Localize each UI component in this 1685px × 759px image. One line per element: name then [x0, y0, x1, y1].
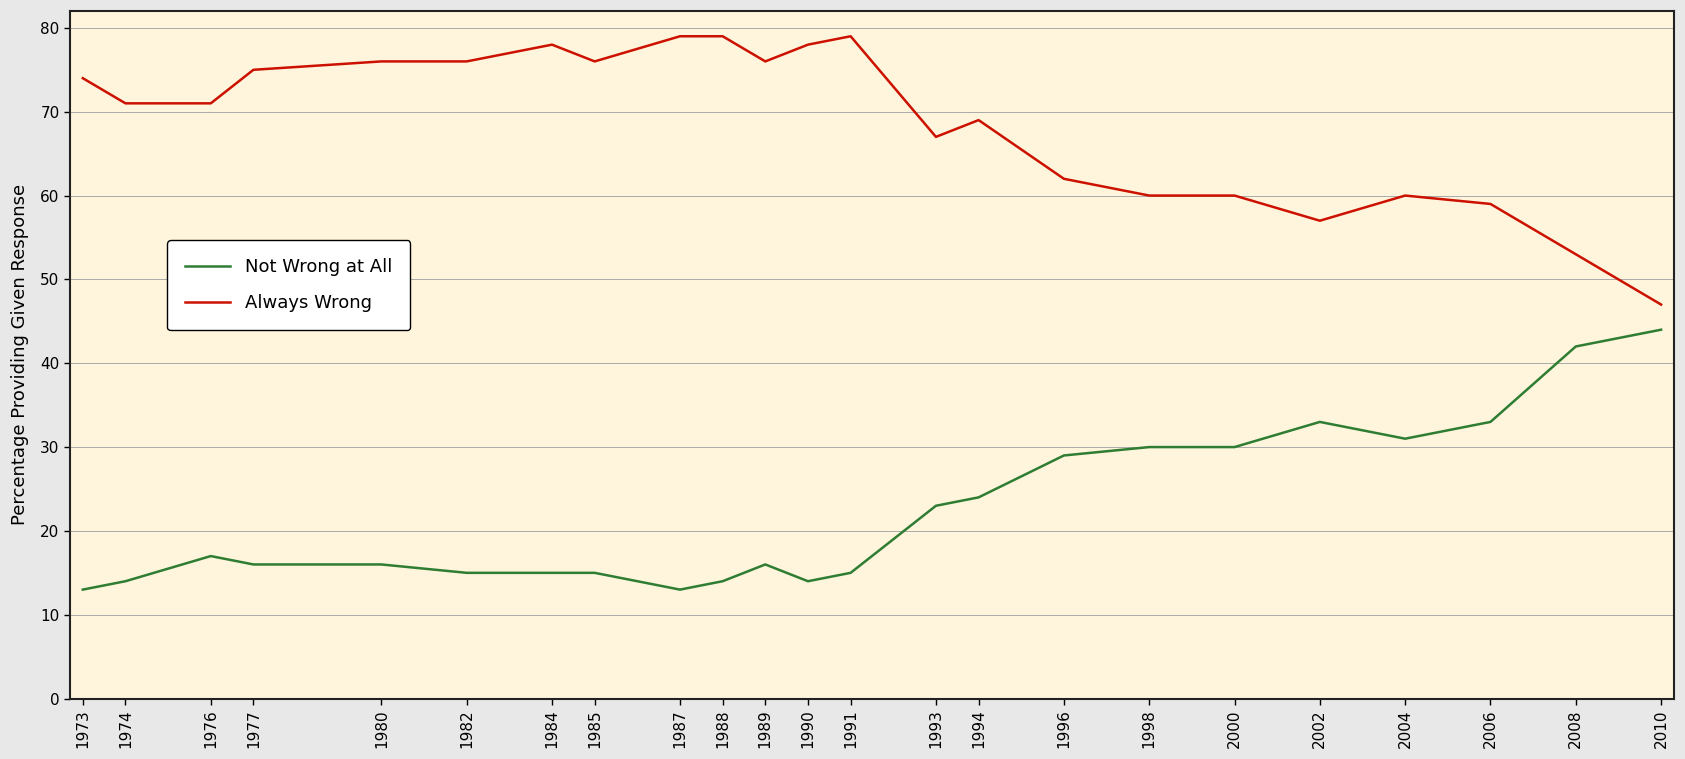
- Not Wrong at All: [1651, 325, 1672, 334]
- Always Wrong: [713, 32, 733, 41]
- Not Wrong at All: [713, 577, 733, 586]
- Not Wrong at All: [371, 560, 391, 569]
- Not Wrong at All: [1565, 342, 1586, 351]
- Not Wrong at All: [925, 501, 945, 510]
- Not Wrong at All: [115, 577, 135, 586]
- Always Wrong: [799, 40, 819, 49]
- Always Wrong: [1651, 300, 1672, 309]
- Not Wrong at All: [671, 585, 691, 594]
- Always Wrong: [371, 57, 391, 66]
- Not Wrong at All: [1309, 417, 1329, 427]
- Not Wrong at All: [799, 577, 819, 586]
- Not Wrong at All: [969, 493, 989, 502]
- Always Wrong: [1053, 175, 1073, 184]
- Always Wrong: [755, 57, 775, 66]
- Not Wrong at All: [755, 560, 775, 569]
- Always Wrong: [671, 32, 691, 41]
- Not Wrong at All: [585, 568, 605, 578]
- Always Wrong: [1565, 250, 1586, 259]
- Legend: Not Wrong at All, Always Wrong: Not Wrong at All, Always Wrong: [167, 240, 411, 330]
- Y-axis label: Percentage Providing Given Response: Percentage Providing Given Response: [12, 184, 29, 525]
- Always Wrong: [1395, 191, 1415, 200]
- Not Wrong at All: [841, 568, 861, 578]
- Always Wrong: [243, 65, 263, 74]
- Always Wrong: [457, 57, 477, 66]
- Always Wrong: [1225, 191, 1245, 200]
- Not Wrong at All: [72, 585, 93, 594]
- Not Wrong at All: [543, 568, 563, 578]
- Line: Always Wrong: Always Wrong: [83, 36, 1661, 304]
- Always Wrong: [201, 99, 221, 108]
- Always Wrong: [969, 115, 989, 124]
- Not Wrong at All: [1139, 442, 1159, 452]
- Always Wrong: [841, 32, 861, 41]
- Always Wrong: [1139, 191, 1159, 200]
- Always Wrong: [543, 40, 563, 49]
- Not Wrong at All: [201, 552, 221, 561]
- Always Wrong: [1481, 200, 1501, 209]
- Not Wrong at All: [457, 568, 477, 578]
- Always Wrong: [115, 99, 135, 108]
- Line: Not Wrong at All: Not Wrong at All: [83, 329, 1661, 590]
- Not Wrong at All: [243, 560, 263, 569]
- Not Wrong at All: [1225, 442, 1245, 452]
- Always Wrong: [585, 57, 605, 66]
- Not Wrong at All: [1481, 417, 1501, 427]
- Always Wrong: [1309, 216, 1329, 225]
- Always Wrong: [925, 132, 945, 141]
- Always Wrong: [72, 74, 93, 83]
- Not Wrong at All: [1395, 434, 1415, 443]
- Not Wrong at All: [1053, 451, 1073, 460]
